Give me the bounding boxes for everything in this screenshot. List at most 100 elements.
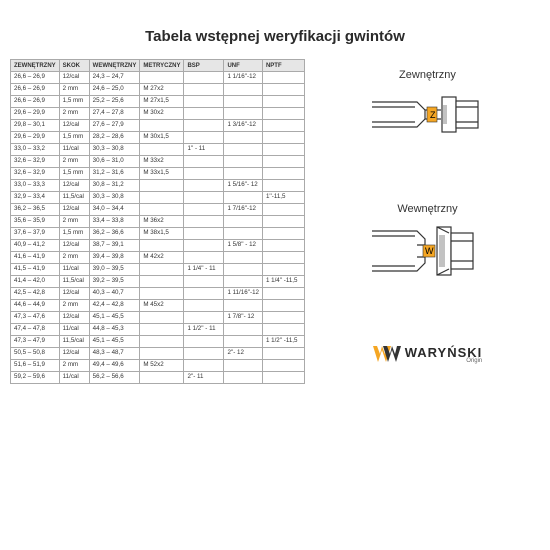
table-cell: 39,2 – 39,5: [89, 276, 140, 288]
table-cell: 34,0 – 34,4: [89, 204, 140, 216]
table-cell: [224, 216, 263, 228]
table-cell: [224, 192, 263, 204]
table-cell: [140, 324, 184, 336]
table-row: 42,5 – 42,812/cal40,3 – 40,71 11/16''-12: [11, 288, 305, 300]
table-cell: [140, 288, 184, 300]
table-cell: 40,9 – 41,2: [11, 240, 60, 252]
table-cell: [140, 72, 184, 84]
table-cell: 1 11/16''-12: [224, 288, 263, 300]
table-cell: 12/cal: [59, 204, 89, 216]
table-cell: 31,2 – 31,6: [89, 168, 140, 180]
table-cell: 25,2 – 25,6: [89, 96, 140, 108]
table-cell: 41,5 – 41,9: [11, 264, 60, 276]
table-cell: 47,3 – 47,9: [11, 336, 60, 348]
table-cell: 32,6 – 32,9: [11, 156, 60, 168]
table-cell: [184, 132, 224, 144]
table-cell: 2 mm: [59, 300, 89, 312]
table-cell: [140, 312, 184, 324]
table-cell: [224, 372, 263, 384]
table-cell: [224, 336, 263, 348]
table-cell: [184, 336, 224, 348]
table-cell: 27,6 – 27,9: [89, 120, 140, 132]
table-cell: [184, 168, 224, 180]
table-cell: [184, 216, 224, 228]
table-cell: 12/cal: [59, 312, 89, 324]
table-cell: 12/cal: [59, 72, 89, 84]
table-cell: 11,5/cal: [59, 192, 89, 204]
table-cell: [262, 360, 304, 372]
table-row: 32,9 – 33,411,5/cal30,3 – 30,81''-11,5: [11, 192, 305, 204]
table-cell: [184, 276, 224, 288]
col-header: WEWNĘTRZNY: [89, 60, 140, 72]
table-cell: 44,8 – 45,3: [89, 324, 140, 336]
table-cell: [262, 108, 304, 120]
table-cell: [184, 348, 224, 360]
table-cell: 2 mm: [59, 360, 89, 372]
table-cell: 39,4 – 39,8: [89, 252, 140, 264]
table-cell: 30,3 – 30,8: [89, 192, 140, 204]
table-cell: 30,8 – 31,2: [89, 180, 140, 192]
table-cell: [262, 312, 304, 324]
table-cell: 42,5 – 42,8: [11, 288, 60, 300]
table-cell: 33,0 – 33,2: [11, 144, 60, 156]
table-cell: [184, 96, 224, 108]
table-row: 26,6 – 26,92 mm24,6 – 25,0M 27x2: [11, 84, 305, 96]
table-cell: M 38x1,5: [140, 228, 184, 240]
table-cell: 30,6 – 31,0: [89, 156, 140, 168]
table-cell: 1 1/16''-12: [224, 72, 263, 84]
table-row: 47,4 – 47,811/cal44,8 – 45,31 1/2'' - 11: [11, 324, 305, 336]
table-cell: [184, 288, 224, 300]
table-cell: 38,7 – 39,1: [89, 240, 140, 252]
table-row: 59,2 – 59,611/cal56,2 – 56,62''- 11: [11, 372, 305, 384]
table-cell: [262, 372, 304, 384]
table-cell: 44,6 – 44,9: [11, 300, 60, 312]
outer-diagram-icon: Z: [367, 87, 487, 167]
table-cell: 41,6 – 41,9: [11, 252, 60, 264]
table-cell: 1 1/4'' - 11: [184, 264, 224, 276]
right-column: Zewnętrzny Z Wewnętrzn: [315, 59, 540, 384]
table-cell: 1 5/8'' - 12: [224, 240, 263, 252]
table-cell: [224, 156, 263, 168]
table-cell: 45,1 – 45,5: [89, 336, 140, 348]
table-cell: [262, 168, 304, 180]
table-cell: 1,5 mm: [59, 132, 89, 144]
table-row: 29,6 – 29,91,5 mm28,2 – 28,6M 30x1,5: [11, 132, 305, 144]
table-cell: M 30x1,5: [140, 132, 184, 144]
table-cell: 24,6 – 25,0: [89, 84, 140, 96]
logo-w-icon: [373, 344, 401, 364]
table-cell: 11/cal: [59, 372, 89, 384]
table-cell: 1 1/4'' -11,5: [262, 276, 304, 288]
table-cell: [140, 336, 184, 348]
outer-diagram-label: Zewnętrzny: [399, 69, 456, 81]
table-cell: M 27x1,5: [140, 96, 184, 108]
table-cell: 29,6 – 29,9: [11, 132, 60, 144]
table-row: 32,6 – 32,91,5 mm31,2 – 31,6M 33x1,5: [11, 168, 305, 180]
table-cell: [224, 168, 263, 180]
col-header: NPTF: [262, 60, 304, 72]
table-cell: 1,5 mm: [59, 96, 89, 108]
table-cell: [140, 372, 184, 384]
table-row: 44,6 – 44,92 mm42,4 – 42,8M 45x2: [11, 300, 305, 312]
table-cell: [184, 204, 224, 216]
table-cell: [262, 252, 304, 264]
table-cell: [224, 132, 263, 144]
table-cell: 12/cal: [59, 348, 89, 360]
table-cell: 1 5/16''- 12: [224, 180, 263, 192]
table-cell: [140, 192, 184, 204]
table-cell: 33,4 – 33,8: [89, 216, 140, 228]
table-cell: 41,4 – 42,0: [11, 276, 60, 288]
table-cell: 26,6 – 26,9: [11, 84, 60, 96]
table-cell: 12/cal: [59, 180, 89, 192]
table-cell: 11/cal: [59, 144, 89, 156]
table-cell: [184, 228, 224, 240]
table-cell: 37,6 – 37,9: [11, 228, 60, 240]
table-cell: [184, 156, 224, 168]
table-cell: 39,0 – 39,5: [89, 264, 140, 276]
table-cell: [262, 348, 304, 360]
table-cell: M 52x2: [140, 360, 184, 372]
table-cell: 1 3/16''-12: [224, 120, 263, 132]
table-cell: 12/cal: [59, 288, 89, 300]
table-cell: [262, 288, 304, 300]
page-title: Tabela wstępnej weryfikacji gwintów: [10, 28, 540, 45]
table-cell: 35,6 – 35,9: [11, 216, 60, 228]
